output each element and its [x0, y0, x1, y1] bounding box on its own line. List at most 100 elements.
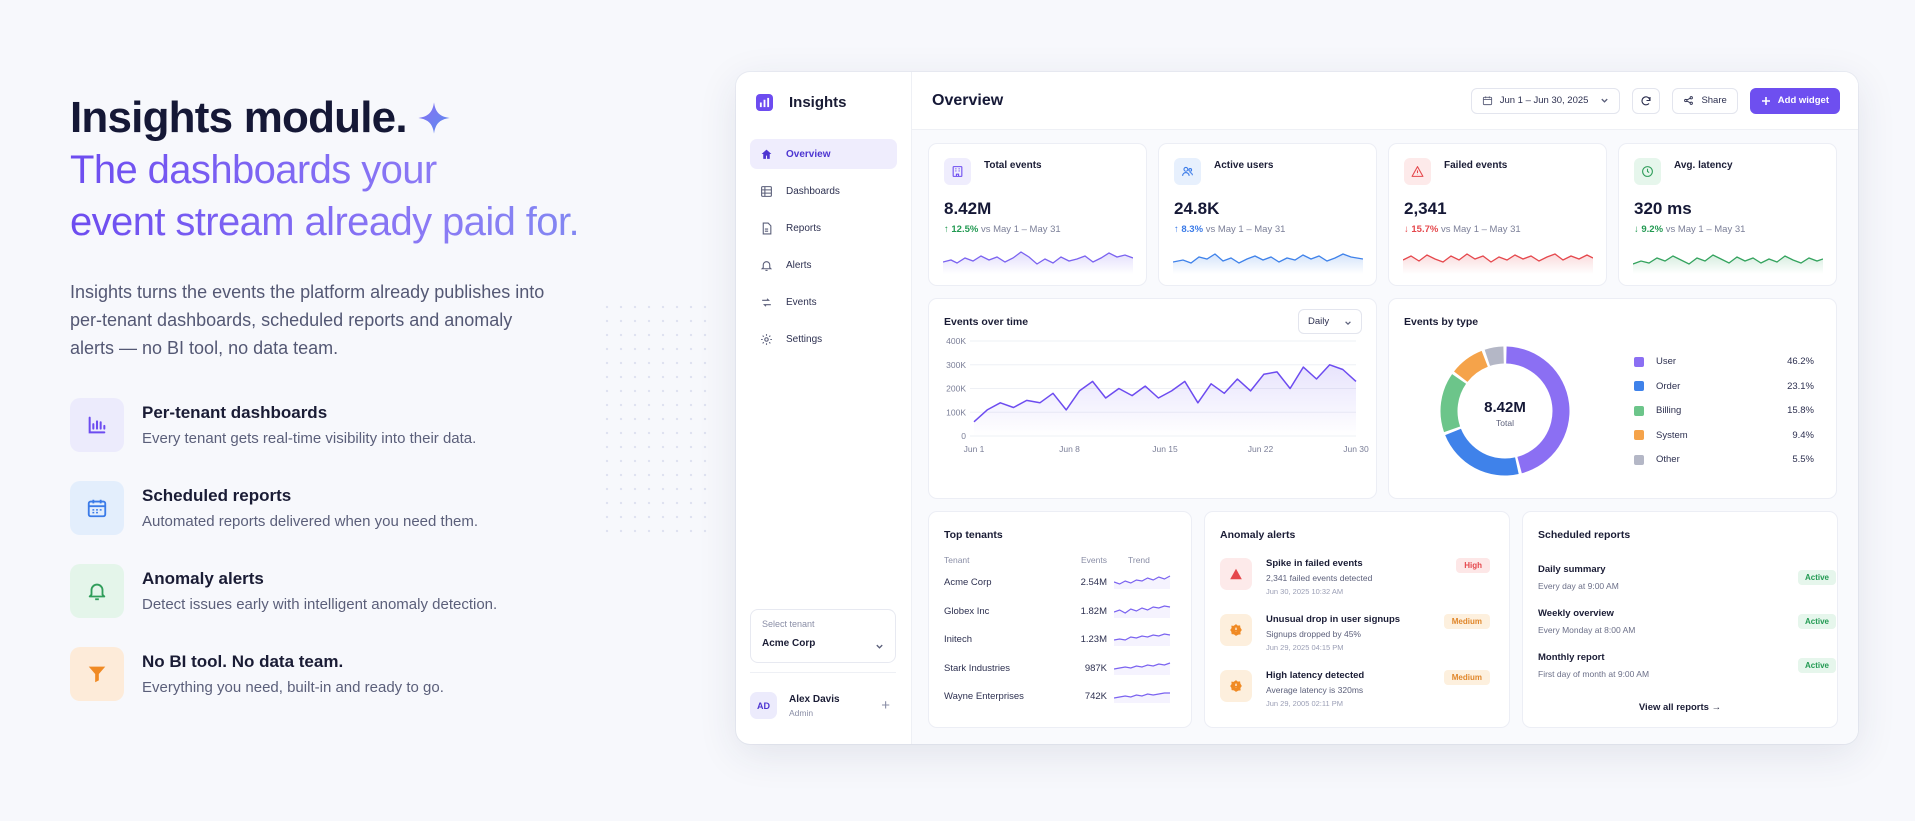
legend-label: System [1656, 429, 1688, 441]
feature-desc: Automated reports delivered when you nee… [142, 513, 479, 530]
tenant-select[interactable]: Select tenant Acme Corp [750, 609, 896, 663]
legend-label: Order [1656, 380, 1681, 392]
feature-title: Per-tenant dashboards [142, 403, 328, 422]
tenant-name: Globex Inc [944, 605, 990, 617]
x-tick-label: Jun 22 [1248, 444, 1274, 454]
legend-item: User 46.2% [1634, 356, 1814, 367]
donut-slice [1506, 346, 1570, 474]
table-row[interactable]: Wayne Enterprises 742K [944, 683, 1176, 711]
add-widget-button[interactable]: Add widget [1749, 87, 1840, 114]
severity-badge: High [1456, 558, 1490, 573]
chevron-down-icon [1601, 98, 1609, 103]
share-button[interactable]: Share [1672, 87, 1738, 114]
kpi-sparkline [1403, 253, 1593, 274]
sidebar-item-events[interactable]: Events [750, 287, 897, 317]
events-by-type-card: Events by type 8.42M Total User 46.2% Order… [1388, 298, 1837, 499]
grid-icon [761, 185, 772, 197]
status-badge: Active [1797, 614, 1836, 629]
sidebar: Insights Overview Dashboards Reports Ale… [736, 72, 912, 744]
refresh-button[interactable] [1632, 87, 1661, 114]
kpi-value: 320 ms [1634, 199, 1692, 218]
kpi-card-avg-latency[interactable]: Avg. latency 320 ms ↓ 9.2% vs May 1 – Ma… [1618, 143, 1837, 286]
gear-icon [761, 333, 772, 345]
legend-value: 5.5% [1792, 454, 1814, 465]
view-all-reports-link[interactable]: View all reports → [1638, 702, 1722, 713]
y-tick-label: 300K [946, 360, 966, 370]
share-icon [1684, 96, 1694, 105]
kpi-title: Total events [984, 160, 1042, 171]
table-row[interactable]: Stark Industries 987K [944, 655, 1176, 683]
avatar: AD [750, 692, 777, 719]
plus-icon [1761, 96, 1770, 105]
sidebar-item-overview[interactable]: Overview [750, 139, 897, 169]
y-tick-label: 0 [961, 431, 966, 441]
user-profile[interactable]: AD Alex Davis Admin + [750, 672, 896, 730]
date-range-picker[interactable]: Jun 1 – Jun 30, 2025 [1470, 87, 1621, 114]
report-item[interactable]: Monthly report First day of month at 9:0… [1538, 652, 1836, 688]
table-row[interactable]: Globex Inc 1.82M [944, 598, 1176, 626]
kpi-card-total-events[interactable]: Total events 8.42M ↑ 12.5% vs May 1 – Ma… [928, 143, 1147, 286]
alert-item[interactable]: Unusual drop in user signups Signups dro… [1220, 614, 1490, 664]
report-title: Daily summary [1538, 564, 1606, 575]
insights-logo-icon [756, 94, 773, 111]
plus-icon[interactable]: + [881, 697, 890, 714]
tenant-select-label: Select tenant [762, 619, 815, 629]
legend-item: Billing 15.8% [1634, 405, 1814, 416]
feature-desc: Everything you need, built-in and ready … [142, 679, 444, 696]
col-header-tenant: Tenant [944, 555, 970, 565]
donut-slice [1484, 346, 1504, 366]
alert-badge-icon [1220, 614, 1252, 646]
kpi-sparkline [1173, 253, 1363, 274]
card-title: Scheduled reports [1538, 529, 1631, 541]
alert-item[interactable]: High latency detected Average latency is… [1220, 670, 1490, 720]
feature-list: Per-tenant dashboards Every tenant gets r… [70, 398, 670, 701]
trend-sparkline [1114, 604, 1171, 618]
trend-sparkline [1114, 633, 1171, 646]
sidebar-item-settings[interactable]: Settings [750, 324, 897, 354]
page-title: Overview [932, 91, 1004, 109]
y-tick-label: 200K [946, 384, 966, 394]
report-schedule: First day of month at 9:00 AM [1538, 669, 1650, 679]
topbar: Overview Jun 1 – Jun 30, 2025 Share Add … [912, 72, 1858, 130]
alert-desc: Signups dropped by 45% [1266, 629, 1361, 639]
col-header-events: Events [1081, 555, 1107, 565]
alert-item[interactable]: Spike in failed events 2,341 failed even… [1220, 558, 1490, 608]
kpi-card-active-users[interactable]: Active users 24.8K ↑ 8.3% vs May 1 – May… [1158, 143, 1377, 286]
kpi-title: Active users [1214, 160, 1274, 171]
sidebar-item-reports[interactable]: Reports [750, 213, 897, 243]
alert-desc: Average latency is 320ms [1266, 685, 1364, 695]
table-row[interactable]: Acme Corp 2.54M [944, 569, 1176, 597]
legend-item: Order 23.1% [1634, 381, 1814, 392]
report-item[interactable]: Daily summary Every day at 9:00 AM Activ… [1538, 564, 1836, 600]
y-tick-label: 100K [946, 407, 966, 417]
bell-icon [70, 564, 124, 618]
alert-title: High latency detected [1266, 670, 1365, 681]
report-item[interactable]: Weekly overview Every Monday at 8:00 AM … [1538, 608, 1836, 644]
donut-center-value: 8.42M [1484, 399, 1526, 416]
x-tick-label: Jun 15 [1152, 444, 1178, 454]
kpi-card-failed-events[interactable]: Failed events 2,341 ↓ 15.7% vs May 1 – M… [1388, 143, 1607, 286]
sidebar-item-dashboards[interactable]: Dashboards [750, 176, 897, 206]
user-name: Alex Davis [789, 693, 840, 705]
alert-desc: 2,341 failed events detected [1266, 573, 1373, 583]
sparkle-icon [418, 102, 450, 134]
bell-icon [760, 260, 773, 271]
sidebar-item-alerts[interactable]: Alerts [750, 250, 897, 280]
feature-item: Scheduled reports Automated reports deliv… [70, 481, 670, 535]
feature-desc: Every tenant gets real-time visibility i… [142, 430, 477, 447]
legend-item: Other 5.5% [1634, 454, 1814, 465]
table-row[interactable]: Initech 1.23M [944, 626, 1176, 654]
granularity-select[interactable]: Daily [1298, 309, 1362, 334]
legend-value: 15.8% [1787, 405, 1814, 416]
legend-swatch [1634, 356, 1644, 367]
main-content: Overview Jun 1 – Jun 30, 2025 Share Add … [912, 72, 1858, 744]
card-title: Events over time [944, 316, 1029, 328]
hero-tagline-line-2: event stream already paid for. [70, 196, 670, 248]
home-icon [761, 149, 772, 159]
legend-value: 9.4% [1792, 429, 1814, 441]
legend-item: System 9.4% [1634, 430, 1814, 441]
feature-item: Anomaly alerts Detect issues early with i… [70, 564, 670, 618]
chevron-down-icon [1345, 321, 1351, 326]
kpi-value: 8.42M [944, 199, 992, 218]
report-schedule: Every day at 9:00 AM [1538, 581, 1619, 591]
